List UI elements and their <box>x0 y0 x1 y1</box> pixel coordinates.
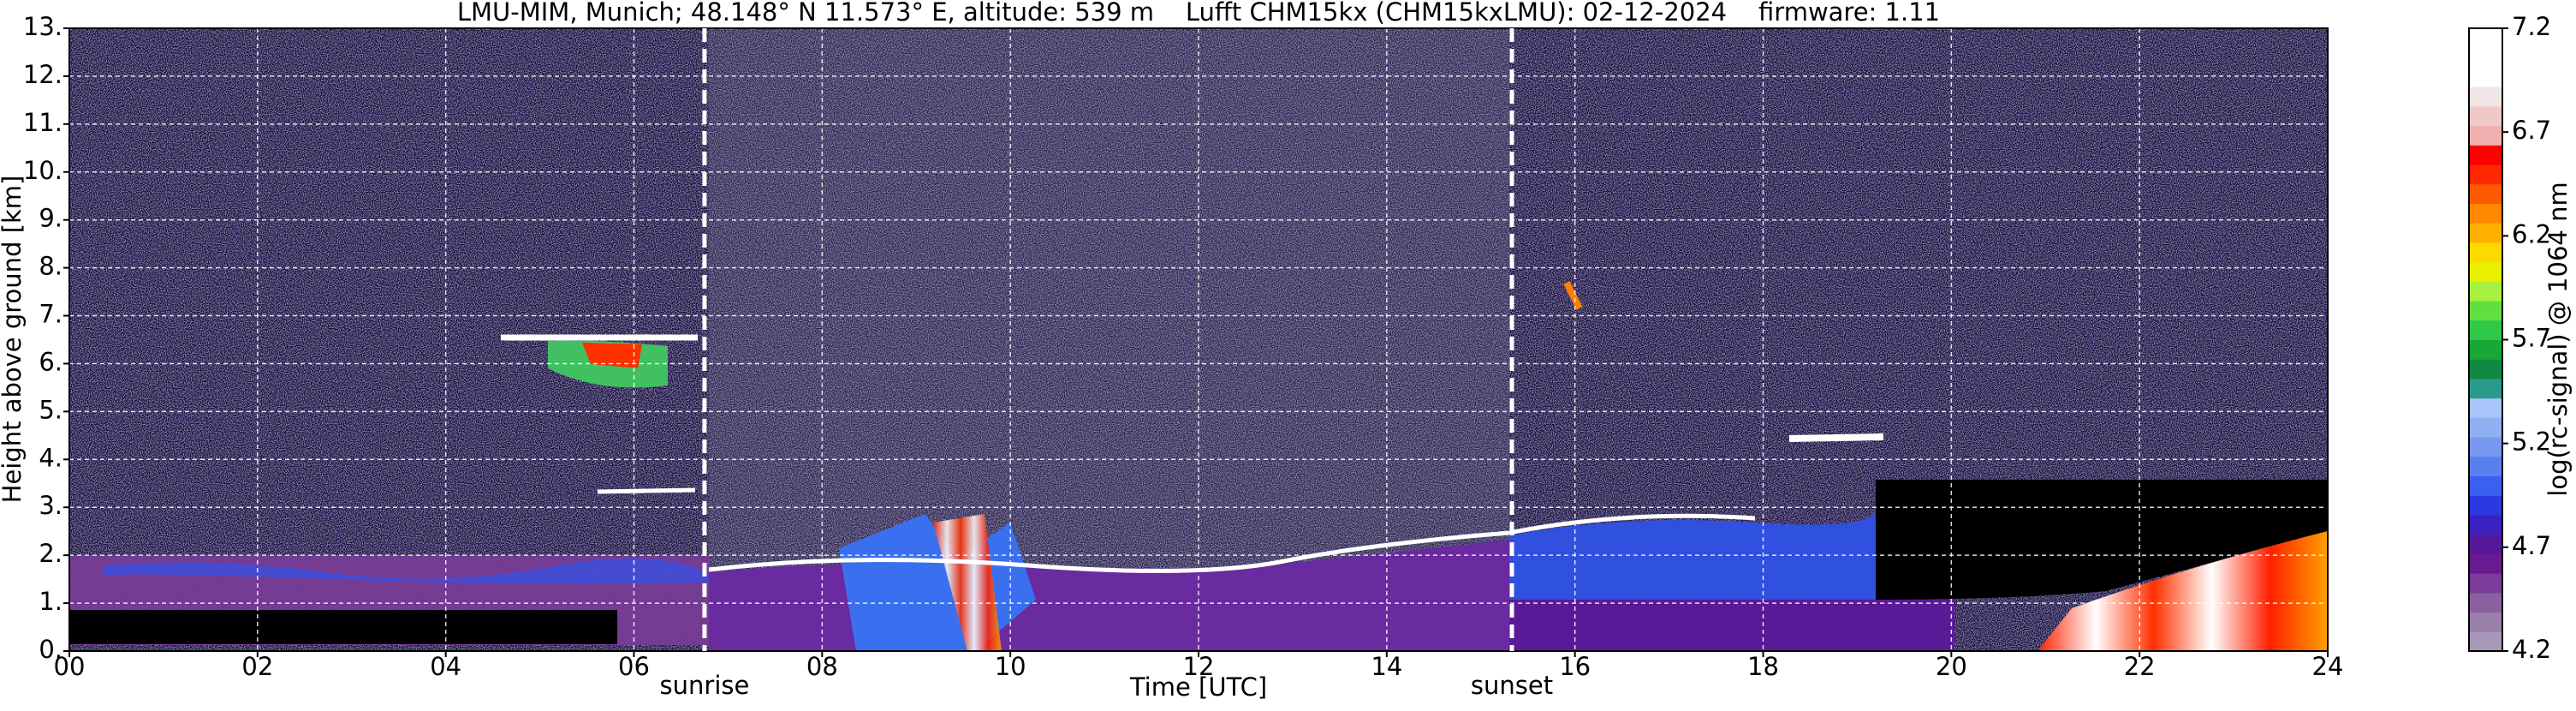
colorbar-swatch <box>2469 87 2502 107</box>
x-tick-label: 16 <box>1559 652 1591 681</box>
grid <box>68 27 2329 652</box>
colorbar-swatch <box>2469 359 2502 379</box>
colorbar-swatch <box>2469 475 2502 496</box>
colorbar-swatch <box>2469 261 2502 282</box>
colorbar-swatch <box>2469 378 2502 399</box>
x-tick-label: 24 <box>2312 652 2344 681</box>
colorbar-swatch <box>2469 320 2502 340</box>
colorbar-tick-label: 6.2 <box>2512 219 2551 248</box>
x-tick-label: 14 <box>1371 652 1402 681</box>
y-tick-label: 4. <box>39 443 62 472</box>
colorbar-tick-label: 7.2 <box>2512 12 2551 41</box>
x-axis-label: Time [UTC] <box>1129 672 1267 702</box>
colorbar-swatch <box>2469 631 2502 652</box>
colorbar-swatch <box>2469 534 2502 554</box>
colorbar-swatch <box>2469 592 2502 613</box>
colorbar-swatch <box>2469 183 2502 204</box>
colorbar-swatch <box>2469 339 2502 360</box>
x-tick-label: 06 <box>618 652 650 681</box>
marker-label: sunset <box>1471 671 1553 700</box>
colorbar-tick-label: 4.7 <box>2512 531 2551 560</box>
colorbar-swatch <box>2469 553 2502 574</box>
colorbar-swatch <box>2469 47 2502 68</box>
marker-label: sunrise <box>660 671 750 700</box>
colorbar-swatch <box>2469 203 2502 224</box>
y-tick-label: 11. <box>23 108 62 137</box>
colorbar-tick-label: 5.7 <box>2512 324 2551 353</box>
y-tick-label: 9. <box>39 204 62 233</box>
y-tick-label: 3. <box>39 491 62 520</box>
y-axis-label: Height above ground [km] <box>0 176 27 504</box>
y-tick-label: 2. <box>39 539 62 568</box>
chart-title: LMU-MIM, Munich; 48.148° N 11.573° E, al… <box>457 0 1940 27</box>
y-tick-label: 13. <box>23 12 62 41</box>
colorbar-tick-label: 4.2 <box>2512 635 2551 664</box>
x-tick-label: 20 <box>1936 652 1967 681</box>
y-tick-label: 1. <box>39 587 62 616</box>
colorbar-swatch <box>2469 301 2502 321</box>
colorbar-swatch <box>2469 223 2502 243</box>
colorbar-swatch <box>2469 67 2502 87</box>
y-tick-label: 8. <box>39 252 62 281</box>
colorbar-swatch <box>2469 417 2502 438</box>
y-tick-label: 7. <box>39 300 62 329</box>
x-tick-label: 22 <box>2124 652 2156 681</box>
colorbar-swatch <box>2469 105 2502 127</box>
colorbar-swatch <box>2469 145 2502 165</box>
colorbar-swatch <box>2469 437 2502 457</box>
colorbar-tick-label: 6.7 <box>2512 116 2551 145</box>
y-tick-label: 5. <box>39 395 62 424</box>
x-tick-label: 12 <box>1183 652 1215 681</box>
colorbar-swatch <box>2469 612 2502 632</box>
colorbar-tick-label: 5.2 <box>2512 427 2551 457</box>
colorbar-swatch <box>2469 281 2502 302</box>
y-tick-label: 6. <box>39 347 62 376</box>
x-tick-label: 18 <box>1747 652 1779 681</box>
colorbar-swatch <box>2469 125 2502 146</box>
colorbar-swatch <box>2469 397 2502 418</box>
y-tick-label: 12. <box>23 60 62 89</box>
colorbar-swatch <box>2469 164 2502 185</box>
y-tick-label: 0. <box>39 635 62 664</box>
colorbar-label: log(rc-signal) @ 1064 nm <box>2543 182 2573 496</box>
x-tick-label: 02 <box>241 652 273 681</box>
colorbar-swatch <box>2469 573 2502 594</box>
colorbar-swatch <box>2469 514 2502 535</box>
colorbar-swatch <box>2469 456 2502 477</box>
x-tick-label: 10 <box>995 652 1026 681</box>
colorbar-swatch <box>2469 242 2502 263</box>
colorbar-swatch <box>2469 495 2502 516</box>
x-tick-label: 00 <box>54 652 86 681</box>
x-tick-label: 08 <box>806 652 838 681</box>
colorbar-swatch <box>2469 28 2502 49</box>
x-tick-label: 04 <box>430 652 461 681</box>
y-tick-label: 10. <box>23 156 62 185</box>
